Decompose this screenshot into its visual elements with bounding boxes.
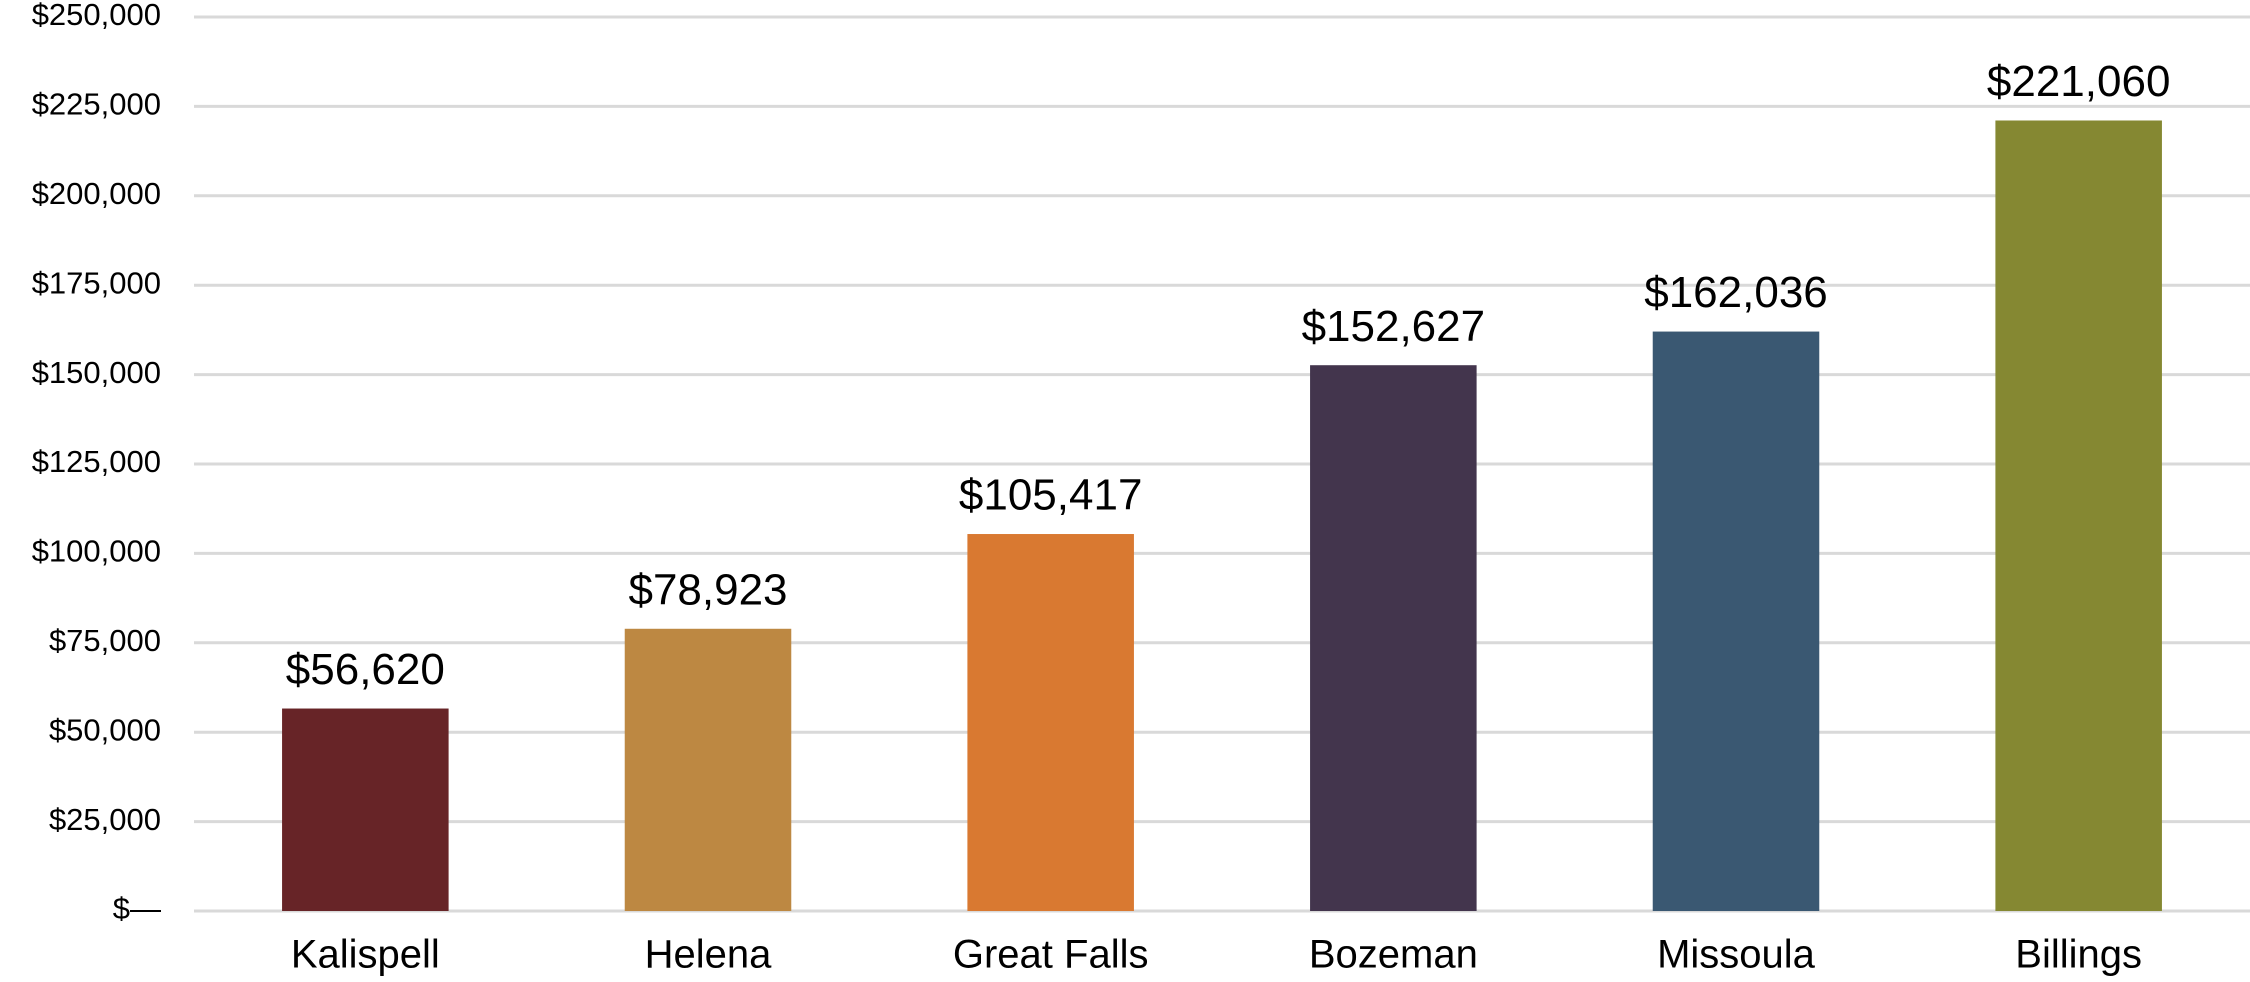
bar — [1652, 331, 1820, 911]
value-label: $221,060 — [1987, 57, 2171, 106]
y-tick-label: $100,000 — [32, 534, 161, 569]
value-label: $56,620 — [286, 645, 445, 694]
x-tick-label: Great Falls — [953, 933, 1149, 977]
bar — [282, 708, 449, 911]
y-tick-label: $250,000 — [32, 0, 161, 32]
y-tick-label: $25,000 — [49, 802, 161, 837]
x-tick-label: Billings — [2015, 933, 2142, 977]
y-tick-label: $175,000 — [32, 265, 161, 300]
y-tick-label: $225,000 — [32, 87, 161, 122]
bar — [1995, 120, 2162, 911]
y-tick-label: $125,000 — [32, 444, 161, 479]
bar — [624, 628, 792, 911]
y-tick-label: $50,000 — [49, 712, 161, 747]
value-label: $78,923 — [628, 565, 787, 614]
value-label: $105,417 — [959, 471, 1143, 520]
x-tick-label: Helena — [645, 933, 773, 977]
value-label: $152,627 — [1302, 302, 1486, 351]
y-tick-label: $— — [113, 891, 161, 926]
bar — [967, 534, 1134, 911]
y-tick-label: $75,000 — [49, 623, 161, 658]
x-tick-label: Bozeman — [1309, 933, 1478, 977]
y-tick-label: $150,000 — [32, 355, 161, 390]
y-tick-label: $200,000 — [32, 176, 161, 211]
x-tick-label: Missoula — [1657, 933, 1816, 977]
value-label: $162,036 — [1644, 268, 1828, 317]
bar — [1310, 365, 1477, 912]
x-tick-label: Kalispell — [291, 933, 440, 977]
